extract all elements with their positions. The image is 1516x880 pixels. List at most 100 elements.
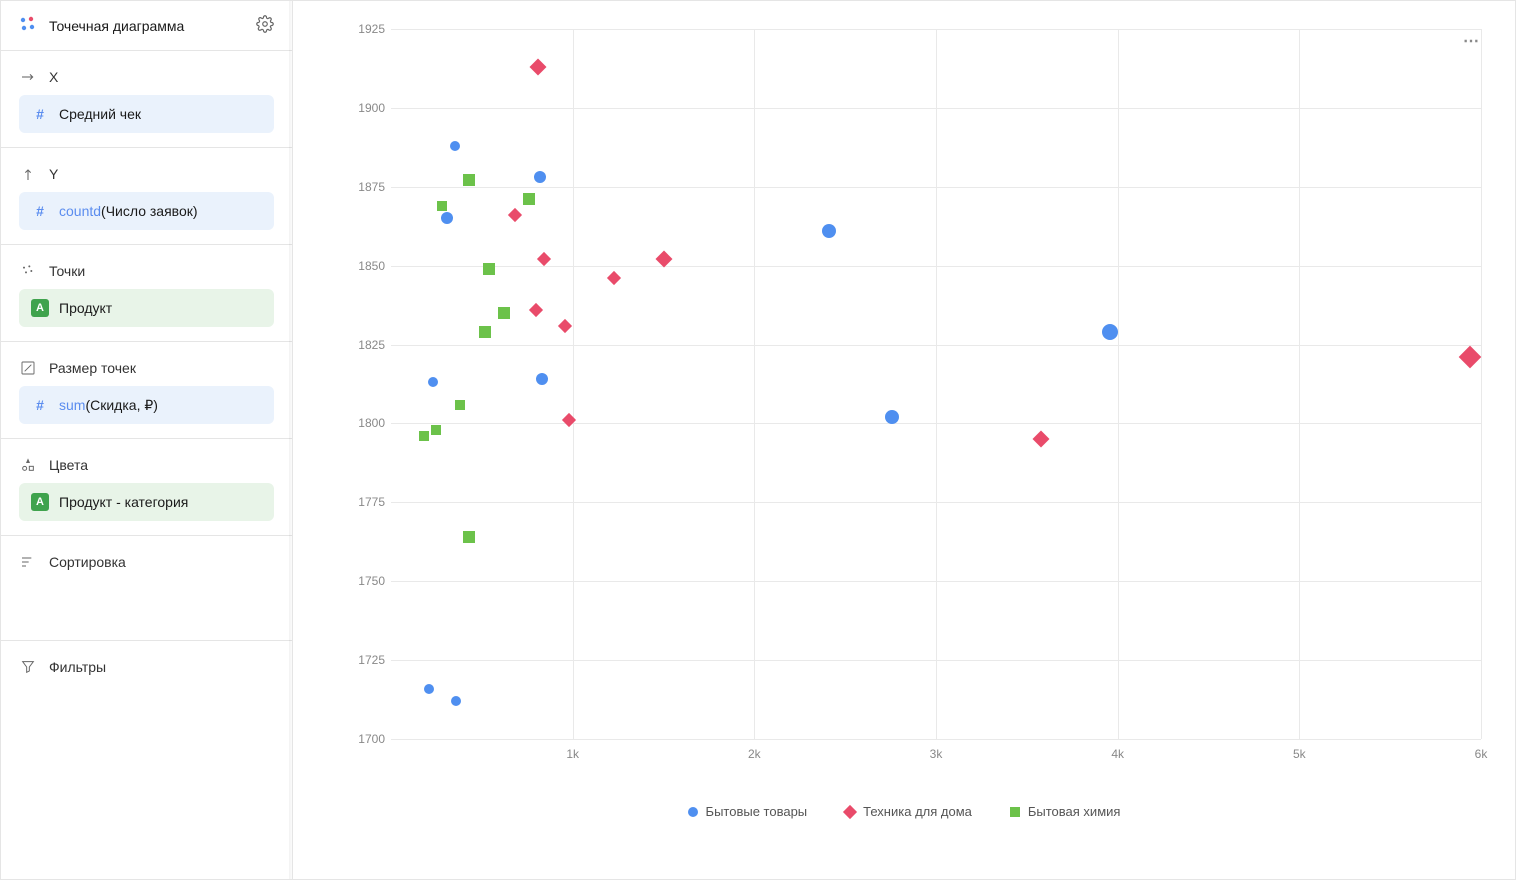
data-point[interactable] — [419, 431, 429, 441]
section-y: Y # countd(Число заявок) — [1, 148, 292, 245]
data-point[interactable] — [1102, 324, 1118, 340]
panel-header: Точечная диаграмма — [1, 1, 292, 51]
section-x: X # Средний чек — [1, 51, 292, 148]
data-point[interactable] — [529, 303, 543, 317]
data-point[interactable] — [523, 193, 535, 205]
data-point[interactable] — [507, 208, 521, 222]
section-y-label: Y — [49, 166, 58, 182]
x-tick-label: 1k — [566, 747, 579, 761]
data-point[interactable] — [431, 425, 441, 435]
data-point[interactable] — [437, 201, 447, 211]
hash-icon: # — [31, 396, 49, 414]
x-field-name: Средний чек — [59, 106, 141, 122]
data-point[interactable] — [428, 377, 438, 387]
data-point[interactable] — [451, 696, 461, 706]
data-point[interactable] — [562, 413, 576, 427]
gridline-v — [1481, 29, 1482, 739]
data-point[interactable] — [450, 141, 460, 151]
y-tick-label: 1725 — [358, 653, 385, 667]
x-tick-label: 4k — [1111, 747, 1124, 761]
y-tick-label: 1825 — [358, 338, 385, 352]
data-point[interactable] — [498, 307, 510, 319]
dimension-icon: A — [31, 299, 49, 317]
points-field-name: Продукт — [59, 300, 112, 316]
section-colors: Цвета A Продукт - категория — [1, 439, 292, 536]
panel-title: Точечная диаграмма — [49, 18, 184, 34]
points-icon — [19, 263, 37, 279]
y-tick-label: 1900 — [358, 101, 385, 115]
filter-icon — [19, 659, 37, 675]
data-point[interactable] — [483, 263, 495, 275]
dimension-icon: A — [31, 493, 49, 511]
section-sort-label: Сортировка — [49, 554, 126, 570]
x-tick-label: 5k — [1293, 747, 1306, 761]
colors-field-name: Продукт - категория — [59, 494, 188, 510]
gridline-v — [754, 29, 755, 739]
legend-item[interactable]: Бытовые товары — [688, 804, 808, 819]
data-point[interactable] — [885, 410, 899, 424]
data-point[interactable] — [463, 174, 475, 186]
y-tick-label: 1875 — [358, 180, 385, 194]
section-sort[interactable]: Сортировка — [1, 536, 292, 641]
data-point[interactable] — [441, 212, 453, 224]
scatter-icon — [19, 15, 37, 36]
y-field-pill[interactable]: # countd(Число заявок) — [19, 192, 274, 230]
data-point[interactable] — [607, 271, 621, 285]
data-point[interactable] — [1033, 431, 1050, 448]
data-point[interactable] — [1459, 346, 1482, 369]
data-point[interactable] — [534, 171, 546, 183]
chart-legend: Бытовые товары Техника для дома Бытовая хи… — [293, 804, 1515, 819]
y-tick-label: 1775 — [358, 495, 385, 509]
gear-icon[interactable] — [256, 15, 274, 36]
hash-icon: # — [31, 202, 49, 220]
gridline-v — [1118, 29, 1119, 739]
sort-icon — [19, 554, 37, 570]
section-filters-label: Фильтры — [49, 659, 106, 675]
size-func: sum — [59, 397, 85, 413]
gridline-h — [391, 739, 1481, 740]
gridline-v — [1299, 29, 1300, 739]
section-size-label: Размер точек — [49, 360, 136, 376]
section-colors-label: Цвета — [49, 457, 88, 473]
plot-canvas[interactable]: 1700172517501775180018251850187519001925… — [391, 29, 1481, 739]
config-sidebar: Точечная диаграмма X # Средний чек Y # c… — [1, 1, 293, 879]
legend-item[interactable]: Бытовая химия — [1010, 804, 1121, 819]
data-point[interactable] — [479, 326, 491, 338]
section-filters[interactable]: Фильтры — [1, 641, 292, 699]
y-axis-icon — [19, 166, 37, 182]
scatter-plot: 1700172517501775180018251850187519001925… — [345, 19, 1491, 769]
legend-marker — [688, 807, 698, 817]
y-tick-label: 1800 — [358, 416, 385, 430]
legend-marker — [843, 804, 857, 818]
y-tick-label: 1850 — [358, 259, 385, 273]
data-point[interactable] — [822, 224, 836, 238]
gridline-v — [936, 29, 937, 739]
legend-marker — [1010, 807, 1020, 817]
section-x-label: X — [49, 69, 58, 85]
legend-item[interactable]: Техника для дома — [845, 804, 972, 819]
data-point[interactable] — [455, 400, 465, 410]
y-tick-label: 1925 — [358, 22, 385, 36]
x-axis-icon — [19, 69, 37, 85]
y-field-name: Число заявок — [106, 203, 193, 219]
data-point[interactable] — [536, 373, 548, 385]
data-point[interactable] — [463, 531, 475, 543]
colors-field-pill[interactable]: A Продукт - категория — [19, 483, 274, 521]
legend-label: Бытовые товары — [706, 804, 808, 819]
colors-icon — [19, 457, 37, 473]
x-tick-label: 3k — [930, 747, 943, 761]
size-field-pill[interactable]: # sum(Скидка, ₽) — [19, 386, 274, 424]
size-field-name: Скидка, ₽ — [90, 397, 153, 413]
section-points-label: Точки — [49, 263, 85, 279]
x-field-pill[interactable]: # Средний чек — [19, 95, 274, 133]
y-tick-label: 1700 — [358, 732, 385, 746]
data-point[interactable] — [537, 252, 551, 266]
data-point[interactable] — [530, 58, 547, 75]
section-size: Размер точек # sum(Скидка, ₽) — [1, 342, 292, 439]
size-icon — [19, 360, 37, 376]
x-tick-label: 2k — [748, 747, 761, 761]
data-point[interactable] — [424, 684, 434, 694]
legend-label: Техника для дома — [863, 804, 972, 819]
data-point[interactable] — [558, 319, 572, 333]
points-field-pill[interactable]: A Продукт — [19, 289, 274, 327]
